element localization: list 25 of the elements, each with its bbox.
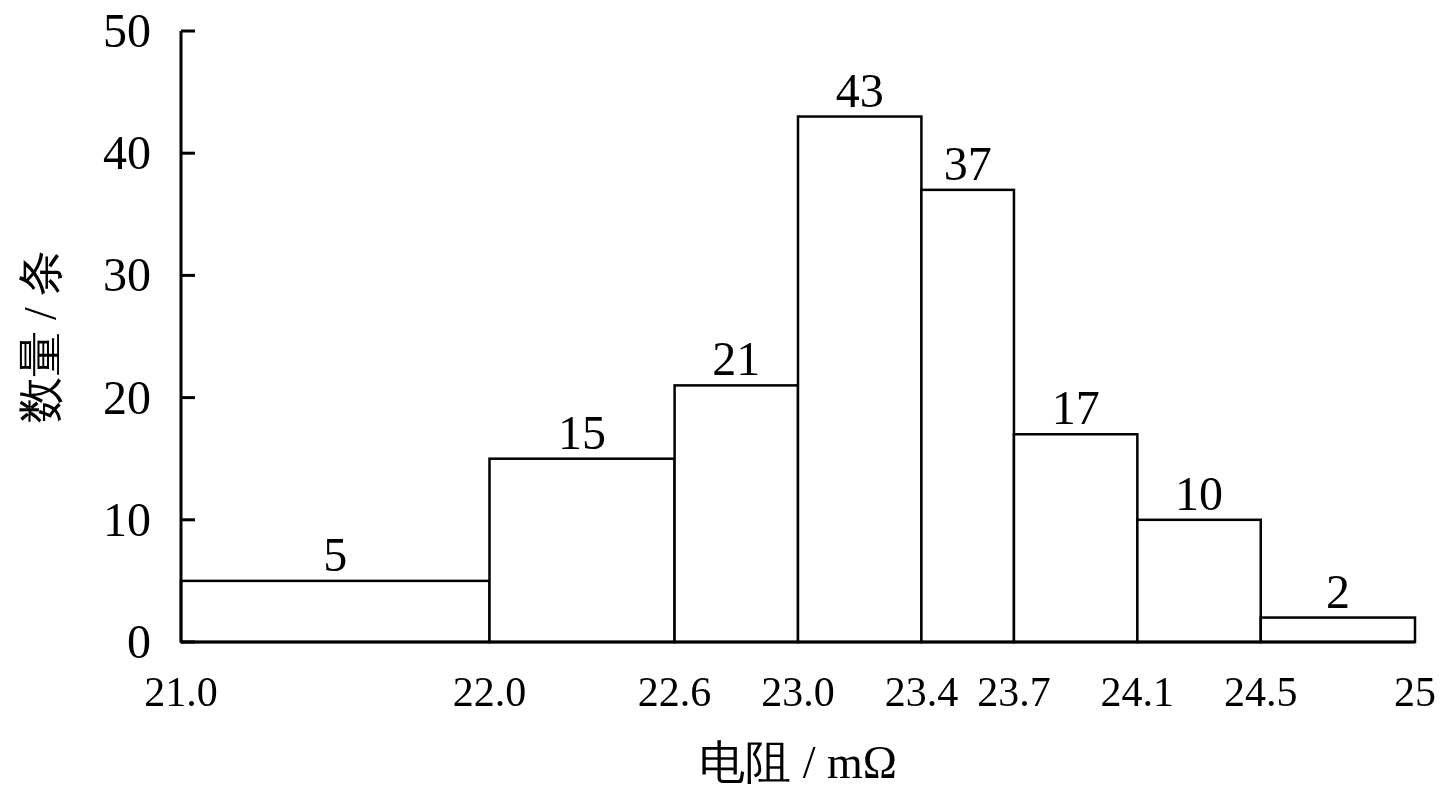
y-axis-title: 数量 / 条 — [15, 249, 66, 424]
x-tick-label: 22.0 — [452, 669, 527, 715]
x-tick-label: 24.1 — [1100, 669, 1175, 715]
y-tick-label: 20 — [103, 370, 151, 424]
x-tick-label: 21.0 — [144, 669, 218, 715]
data-label: 10 — [1175, 466, 1224, 520]
x-tick-label: 25 — [1394, 669, 1436, 715]
x-tick-label: 22.6 — [637, 669, 712, 715]
data-label: 37 — [943, 136, 992, 190]
data-label: 17 — [1051, 381, 1100, 435]
data-label: 43 — [835, 63, 884, 117]
data-label: 5 — [323, 527, 348, 581]
y-tick-label: 50 — [103, 4, 151, 57]
x-tick-label: 24.5 — [1224, 669, 1298, 715]
y-tick-label: 10 — [103, 492, 151, 546]
y-tick-label: 0 — [127, 615, 151, 668]
x-tick-label: 23.4 — [884, 669, 959, 715]
y-tick-label: 30 — [103, 248, 151, 302]
data-label: 21 — [712, 332, 761, 386]
y-tick-label: 40 — [103, 126, 151, 180]
data-label: 15 — [558, 405, 607, 459]
x-tick-label: 23.0 — [761, 669, 835, 715]
x-tick-label: 23.7 — [977, 669, 1051, 715]
x-axis-title: 电阻 / mΩ — [699, 737, 897, 788]
data-label: 2 — [1325, 564, 1350, 618]
